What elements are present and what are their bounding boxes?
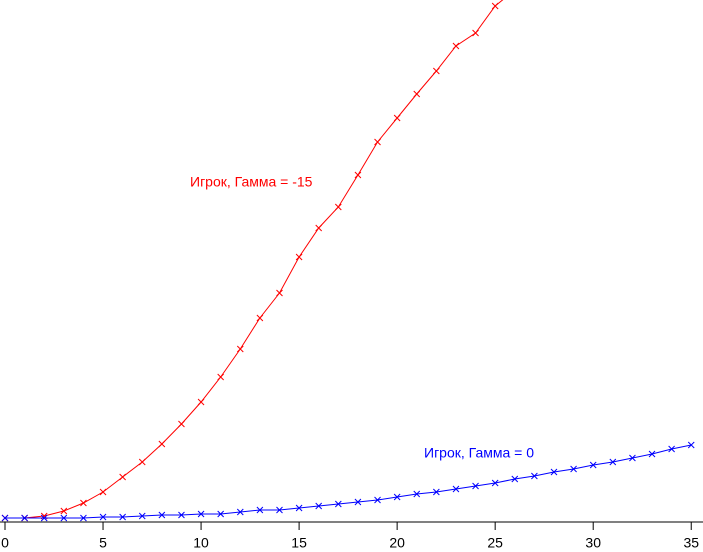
point-marker bbox=[472, 482, 479, 490]
point-marker bbox=[217, 510, 225, 518]
series-line bbox=[5, 0, 504, 519]
point-marker bbox=[511, 475, 519, 483]
series-label: Игрок, Гамма = -15 bbox=[190, 174, 313, 190]
point-marker bbox=[99, 513, 107, 521]
point-marker bbox=[158, 440, 166, 448]
point-marker bbox=[21, 514, 28, 522]
point-marker bbox=[334, 500, 342, 508]
point-marker bbox=[629, 454, 636, 462]
point-marker bbox=[256, 314, 264, 322]
point-marker bbox=[334, 203, 342, 211]
point-marker bbox=[295, 504, 303, 512]
point-marker bbox=[531, 472, 538, 480]
point-marker bbox=[60, 507, 68, 515]
x-tick-label: 15 bbox=[291, 535, 307, 551]
point-marker bbox=[256, 506, 264, 514]
point-marker bbox=[276, 289, 283, 297]
point-marker bbox=[452, 485, 460, 493]
point-marker bbox=[491, 479, 499, 487]
x-tick-label: 35 bbox=[683, 535, 699, 551]
point-marker bbox=[432, 488, 440, 496]
plot-area bbox=[1, 0, 695, 522]
point-marker bbox=[295, 253, 303, 261]
x-tick-label: 5 bbox=[99, 535, 107, 551]
point-marker bbox=[178, 511, 185, 519]
point-marker bbox=[1, 514, 9, 522]
point-marker bbox=[609, 458, 617, 466]
point-marker bbox=[80, 514, 87, 522]
point-marker bbox=[40, 514, 48, 522]
point-marker bbox=[158, 511, 166, 519]
point-marker bbox=[452, 42, 460, 50]
point-marker bbox=[668, 445, 675, 453]
point-marker bbox=[315, 224, 323, 232]
x-tick-label: 10 bbox=[193, 535, 209, 551]
point-marker bbox=[354, 498, 362, 506]
series-label: Игрок, Гамма = 0 bbox=[424, 445, 534, 461]
x-tick-label: 0 bbox=[1, 535, 9, 551]
point-marker bbox=[589, 461, 597, 469]
point-marker bbox=[393, 493, 401, 501]
point-marker bbox=[374, 496, 381, 504]
point-marker bbox=[315, 502, 323, 510]
point-marker bbox=[413, 90, 421, 98]
point-marker bbox=[236, 508, 244, 516]
point-marker bbox=[99, 488, 107, 496]
point-marker bbox=[687, 441, 695, 449]
point-marker bbox=[178, 420, 185, 428]
x-tick-label: 30 bbox=[585, 535, 601, 551]
point-marker bbox=[236, 345, 244, 353]
point-marker bbox=[432, 67, 440, 75]
point-marker bbox=[648, 450, 656, 458]
x-tick-label: 20 bbox=[389, 535, 405, 551]
point-marker bbox=[570, 465, 577, 473]
point-marker bbox=[354, 171, 362, 179]
point-marker bbox=[138, 458, 146, 466]
point-marker bbox=[138, 512, 146, 520]
point-marker bbox=[393, 114, 401, 122]
point-marker bbox=[119, 473, 126, 481]
point-marker bbox=[550, 468, 558, 476]
point-marker bbox=[472, 29, 479, 37]
series-line bbox=[5, 444, 692, 519]
point-marker bbox=[197, 510, 205, 518]
point-marker bbox=[491, 2, 499, 10]
point-marker bbox=[197, 398, 205, 406]
x-tick-label: 25 bbox=[487, 535, 503, 551]
point-marker bbox=[276, 506, 283, 514]
point-marker bbox=[119, 513, 126, 521]
point-marker bbox=[80, 499, 87, 507]
point-marker bbox=[413, 490, 421, 498]
point-marker bbox=[60, 514, 68, 522]
point-marker bbox=[374, 138, 381, 146]
point-marker bbox=[217, 373, 225, 381]
